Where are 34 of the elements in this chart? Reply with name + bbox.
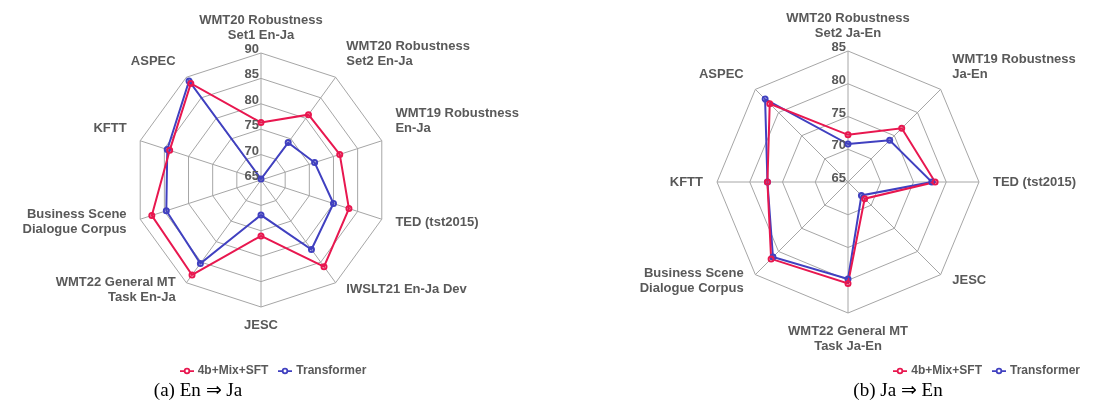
spoke-label: ASPEC <box>698 65 745 81</box>
legend-label: 4b+Mix+SFT <box>197 363 269 378</box>
spoke-label: Business Scene Dialogue Corpus <box>639 264 744 295</box>
spoke-label: JESC <box>244 317 279 332</box>
y-tick-label: 90 <box>244 41 259 56</box>
y-tick-label: 65 <box>831 170 846 185</box>
spoke-label: WMT22 General MT Task Ja-En <box>788 323 909 353</box>
spoke-label: WMT22 General MT Task En-Ja <box>55 273 177 304</box>
spoke-label: KFTT <box>93 120 127 136</box>
spoke-label: WMT20 Robustness Set2 Ja-En <box>786 10 910 40</box>
y-tick-label: 75 <box>831 104 846 120</box>
spoke-label: WMT19 Robustness Ja-En <box>952 50 1076 81</box>
y-tick-label: 70 <box>244 142 259 158</box>
y-tick-label: 80 <box>244 91 259 107</box>
spoke-label: KFTT <box>669 174 704 189</box>
legend-label: 4b+Mix+SFT <box>911 363 982 378</box>
y-tick-label: 70 <box>831 137 846 153</box>
spoke-label: WMT20 Robustness Set2 En-Ja <box>346 37 470 68</box>
legend-label: Transformer <box>296 363 367 378</box>
spoke-label: Business Scene Dialogue Corpus <box>22 206 127 237</box>
spoke-label: TED (tst2015) <box>395 213 479 229</box>
spoke-label: WMT19 Robustness En-Ja <box>395 105 519 136</box>
y-tick-label: 80 <box>831 71 846 87</box>
text: (a) En ⇒ Ja <box>152 378 244 401</box>
y-tick-label: 85 <box>244 66 259 82</box>
legend-label: Transformer <box>1009 363 1080 378</box>
spoke-label: JESC <box>952 272 987 288</box>
spoke-label: ASPEC <box>130 52 177 68</box>
spoke-label: TED (tst2015) <box>993 174 1077 189</box>
y-tick-label: 75 <box>244 117 259 133</box>
spoke-label: IWSLT21 En-Ja Dev <box>346 281 468 297</box>
text: (b) Ja ⇒ En <box>852 378 944 401</box>
spoke-label: WMT20 Robustness Set1 En-Ja <box>199 12 323 42</box>
y-tick-label: 85 <box>831 39 846 54</box>
